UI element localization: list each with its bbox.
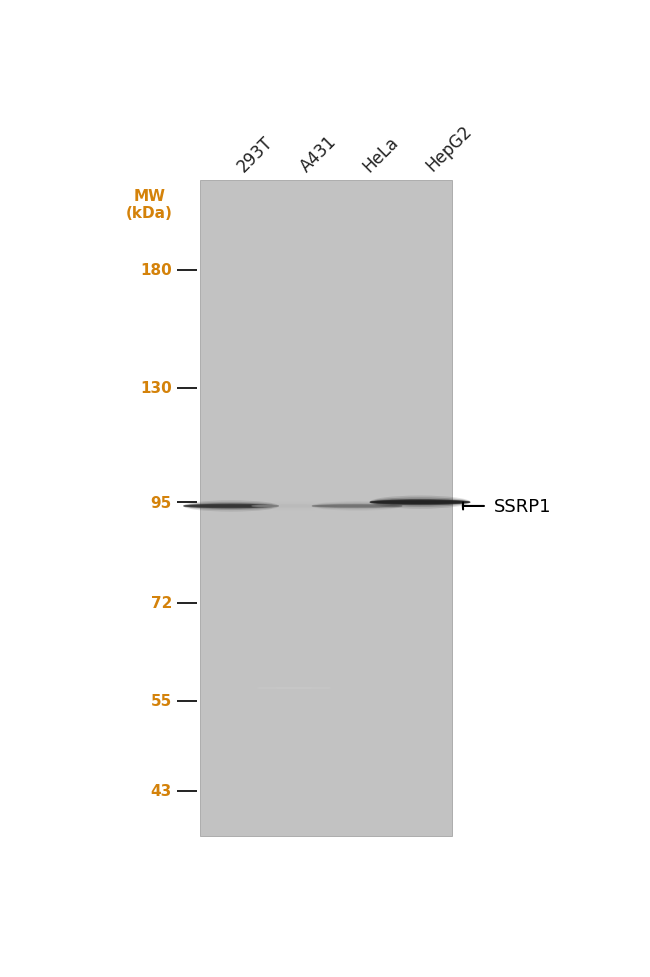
Text: 43: 43 [151,784,172,798]
Ellipse shape [370,499,471,506]
Ellipse shape [370,500,471,505]
Text: HeLa: HeLa [359,133,402,175]
Ellipse shape [254,687,334,690]
Text: SSRP1: SSRP1 [494,497,552,516]
Ellipse shape [254,687,334,690]
Ellipse shape [370,496,471,509]
Ellipse shape [312,503,402,510]
Ellipse shape [312,502,402,511]
Text: 130: 130 [140,381,172,396]
Text: A431: A431 [296,132,340,175]
Ellipse shape [183,505,279,508]
Ellipse shape [183,504,279,509]
Text: 293T: 293T [233,133,276,175]
Ellipse shape [183,504,279,509]
Ellipse shape [183,502,279,511]
Ellipse shape [183,501,279,512]
Ellipse shape [370,498,471,507]
Text: 95: 95 [151,495,172,510]
Bar [200,181,452,835]
Text: MW
(kDa): MW (kDa) [126,189,173,221]
Ellipse shape [252,505,337,508]
Ellipse shape [312,504,402,509]
Ellipse shape [252,504,337,509]
Ellipse shape [312,505,402,508]
Ellipse shape [252,503,337,510]
Ellipse shape [252,504,337,508]
Text: HepG2: HepG2 [422,122,475,175]
Text: 72: 72 [151,596,172,611]
Ellipse shape [370,501,471,504]
Ellipse shape [254,687,334,690]
Text: 180: 180 [140,263,172,277]
Text: 55: 55 [151,694,172,708]
Ellipse shape [312,504,402,508]
